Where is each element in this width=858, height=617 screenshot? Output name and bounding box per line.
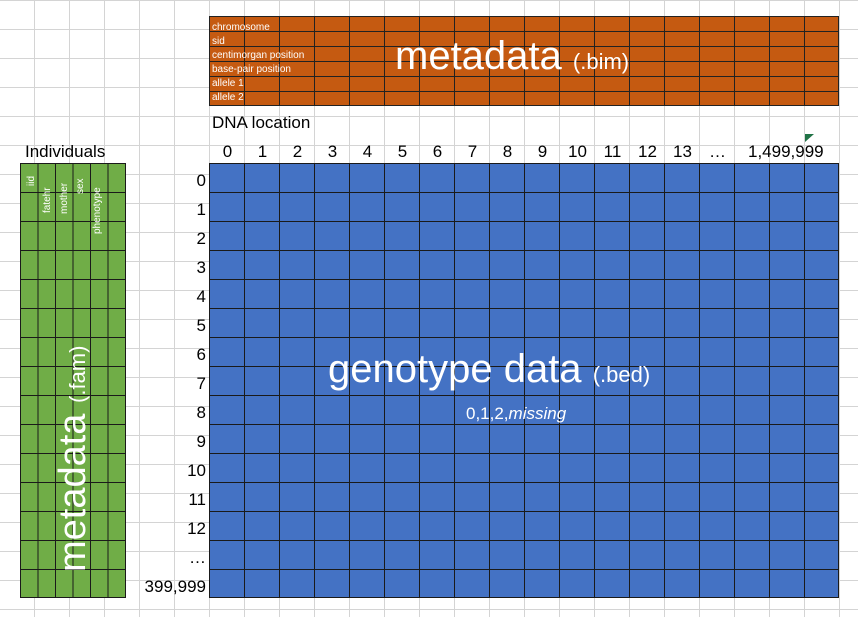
row-label: 10 — [187, 461, 206, 480]
bed-title: genotype data (.bed) — [328, 347, 650, 392]
bim-metadata-block — [209, 16, 839, 106]
row-label: 5 — [196, 316, 206, 335]
fam-metadata-block — [20, 163, 126, 598]
column-label: 12 — [638, 142, 657, 161]
bed-genotype-block — [209, 163, 839, 598]
row-label: 9 — [196, 432, 206, 451]
row-label: 3 — [196, 258, 206, 277]
dna-location-label: DNA location — [212, 113, 311, 132]
fam-title-ext: (.fam) — [65, 345, 90, 403]
cell-comment-marker — [805, 134, 814, 142]
row-label: … — [189, 548, 206, 567]
row-label: 1 — [196, 200, 206, 219]
bim-title-ext: (.bim) — [572, 49, 630, 74]
bim-field-chromosome: chromosome — [212, 22, 270, 33]
column-label-last: 1,499,999 — [748, 142, 824, 161]
row-label: 11 — [188, 490, 206, 509]
row-label: 6 — [196, 345, 206, 364]
column-label: 7 — [467, 142, 478, 161]
row-label: 2 — [196, 229, 206, 248]
individuals-label: Individuals — [25, 142, 106, 161]
row-label: 8 — [196, 403, 206, 422]
fam-field-father: fatehr — [42, 187, 53, 213]
column-label: 2 — [292, 142, 303, 161]
bed-title-text: genotype data — [328, 347, 582, 391]
bed-title-ext: (.bed) — [592, 362, 651, 387]
column-label: 0 — [222, 142, 233, 161]
bed-values-prefix: 0,1,2, — [466, 404, 509, 423]
bim-title: metadata (.bim) — [395, 34, 629, 79]
bim-field-sid: sid — [212, 36, 225, 47]
bim-field-centimorgan: centimorgan position — [212, 50, 305, 61]
column-label: 13 — [673, 142, 692, 161]
column-label: 1 — [257, 142, 268, 161]
column-label: … — [709, 142, 726, 161]
bim-field-allele2: allele 2 — [212, 92, 244, 103]
column-label: 5 — [397, 142, 408, 161]
fam-field-mother: mother — [59, 182, 70, 214]
column-label: 9 — [537, 142, 548, 161]
column-label: 11 — [603, 142, 622, 161]
row-label: 4 — [196, 287, 206, 306]
fam-field-sex: sex — [75, 178, 86, 194]
row-label: 7 — [196, 374, 206, 393]
bim-title-text: metadata — [395, 34, 562, 78]
column-label: 10 — [568, 142, 587, 161]
fam-title: metadata (.fam) — [52, 346, 95, 572]
column-label: 3 — [327, 142, 338, 161]
bed-values: 0,1,2,missing — [466, 404, 566, 424]
row-label: 399,999 — [144, 577, 206, 596]
row-label: 12 — [187, 519, 206, 538]
fam-title-text: metadata — [52, 413, 94, 572]
column-label: 8 — [502, 142, 513, 161]
column-label: 6 — [432, 142, 443, 161]
bim-field-allele1: allele 1 — [212, 78, 244, 89]
fam-field-phenotype: phenotype — [92, 187, 103, 234]
column-label: 4 — [362, 142, 373, 161]
bed-values-missing: missing — [508, 404, 567, 423]
bim-field-bp-position: base-pair position — [212, 64, 291, 75]
fam-field-iid: iid — [26, 175, 37, 186]
row-label: 0 — [196, 171, 206, 190]
